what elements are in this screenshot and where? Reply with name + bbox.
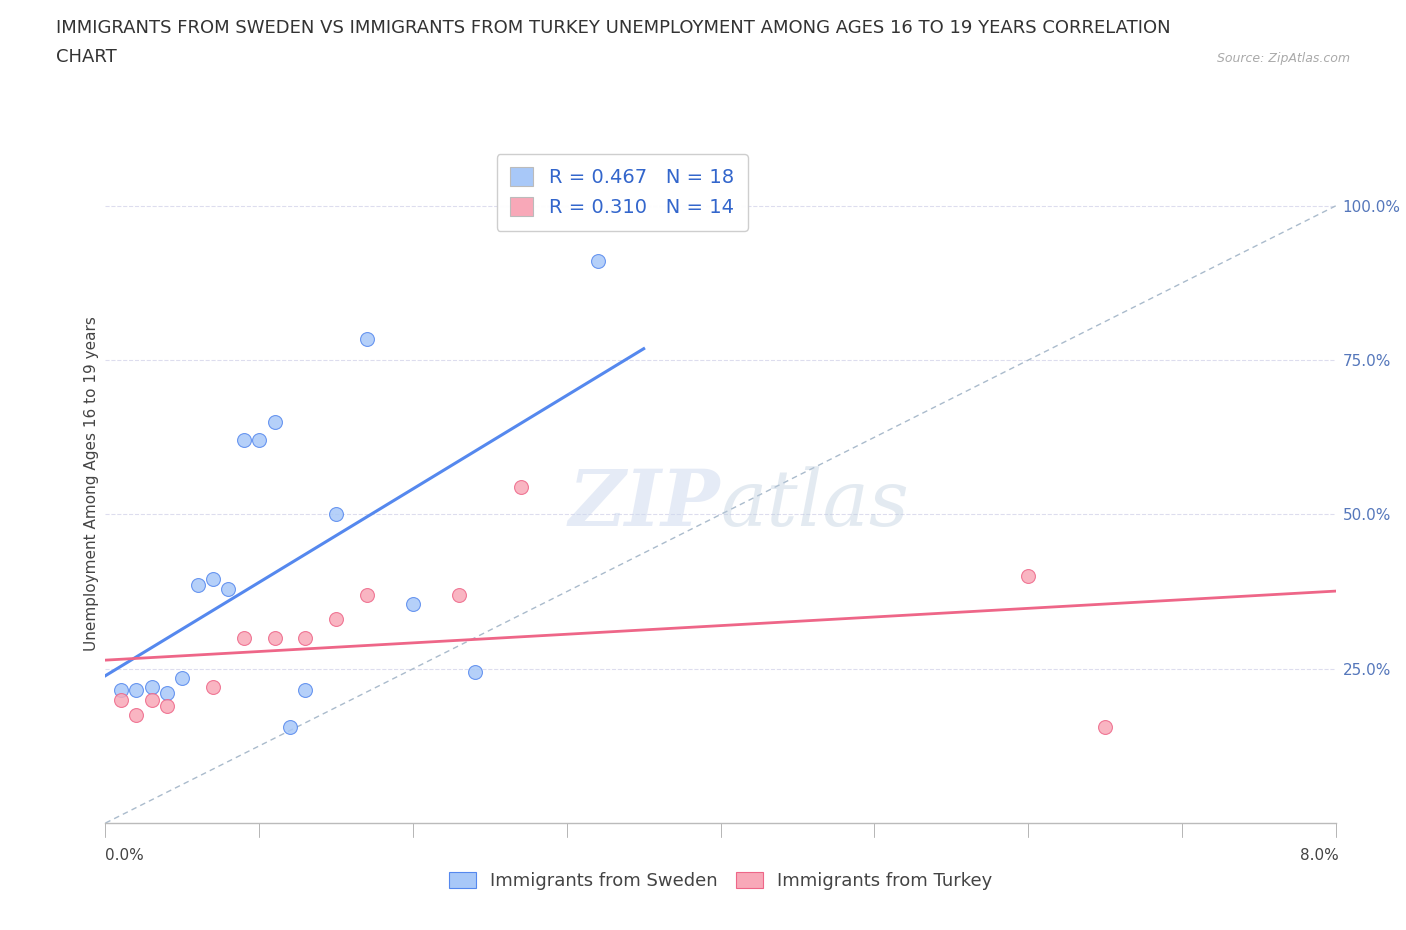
Point — [402, 596, 425, 611]
Point — [464, 664, 486, 679]
Y-axis label: Unemployment Among Ages 16 to 19 years: Unemployment Among Ages 16 to 19 years — [83, 316, 98, 651]
Point — [263, 631, 285, 645]
Text: ZIP: ZIP — [569, 466, 721, 542]
Text: 0.0%: 0.0% — [105, 848, 145, 863]
Point — [218, 581, 240, 596]
Point — [232, 631, 254, 645]
Text: atlas: atlas — [721, 466, 910, 542]
Point — [125, 683, 148, 698]
Point — [449, 587, 471, 602]
Point — [356, 587, 378, 602]
Text: Source: ZipAtlas.com: Source: ZipAtlas.com — [1216, 52, 1350, 65]
Point — [325, 507, 347, 522]
Legend: R = 0.467   N = 18, R = 0.310   N = 14: R = 0.467 N = 18, R = 0.310 N = 14 — [496, 153, 748, 231]
Text: 8.0%: 8.0% — [1299, 848, 1339, 863]
Point — [202, 680, 225, 695]
Point — [586, 254, 609, 269]
Point — [325, 612, 347, 627]
Point — [125, 708, 148, 723]
Point — [509, 479, 531, 494]
Point — [110, 692, 132, 707]
Text: CHART: CHART — [56, 48, 117, 66]
Point — [356, 331, 378, 346]
Point — [294, 631, 316, 645]
Point — [110, 683, 132, 698]
Point — [232, 433, 254, 448]
Point — [172, 671, 194, 685]
Point — [247, 433, 270, 448]
Point — [202, 572, 225, 587]
Point — [156, 686, 179, 701]
Point — [1094, 720, 1116, 735]
Point — [263, 415, 285, 430]
Point — [141, 680, 163, 695]
Point — [278, 720, 301, 735]
Point — [187, 578, 209, 593]
Point — [156, 698, 179, 713]
Text: IMMIGRANTS FROM SWEDEN VS IMMIGRANTS FROM TURKEY UNEMPLOYMENT AMONG AGES 16 TO 1: IMMIGRANTS FROM SWEDEN VS IMMIGRANTS FRO… — [56, 19, 1171, 36]
Point — [1017, 569, 1039, 584]
Point — [141, 692, 163, 707]
Point — [294, 683, 316, 698]
